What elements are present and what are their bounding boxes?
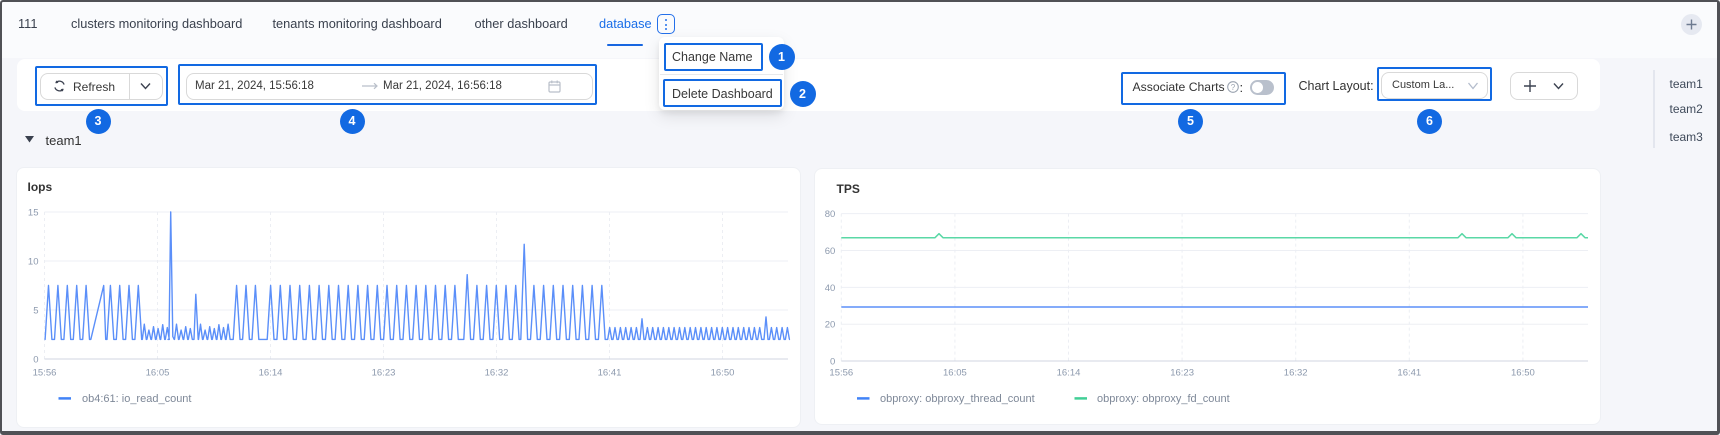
svg-text:0: 0 bbox=[830, 356, 835, 367]
svg-text:?: ? bbox=[1230, 82, 1235, 91]
svg-text:40: 40 bbox=[825, 283, 836, 294]
svg-text:16:50: 16:50 bbox=[711, 368, 735, 379]
svg-text:20: 20 bbox=[825, 320, 836, 331]
svg-text:15:56: 15:56 bbox=[33, 368, 57, 379]
svg-text:5: 5 bbox=[33, 305, 38, 316]
svg-text:80: 80 bbox=[825, 209, 836, 220]
svg-text:16:41: 16:41 bbox=[1397, 368, 1421, 379]
svg-text:obproxy: obproxy_thread_count: obproxy: obproxy_thread_count bbox=[880, 393, 1035, 405]
svg-text:10: 10 bbox=[28, 256, 39, 267]
svg-text:16:23: 16:23 bbox=[372, 368, 396, 379]
svg-text:15: 15 bbox=[28, 207, 39, 218]
svg-text:0: 0 bbox=[33, 354, 38, 365]
svg-text:16:23: 16:23 bbox=[1170, 368, 1194, 379]
svg-text:ob4:61: io_read_count: ob4:61: io_read_count bbox=[82, 393, 191, 405]
svg-text:16:14: 16:14 bbox=[259, 368, 283, 379]
svg-text:16:32: 16:32 bbox=[1284, 368, 1308, 379]
svg-text:16:14: 16:14 bbox=[1057, 368, 1081, 379]
svg-text:16:41: 16:41 bbox=[598, 368, 622, 379]
svg-text:16:32: 16:32 bbox=[485, 368, 509, 379]
svg-text:obproxy: obproxy_fd_count: obproxy: obproxy_fd_count bbox=[1097, 393, 1230, 405]
svg-text:16:05: 16:05 bbox=[146, 368, 170, 379]
svg-text:16:05: 16:05 bbox=[943, 368, 967, 379]
svg-text:60: 60 bbox=[825, 246, 836, 257]
svg-text:16:50: 16:50 bbox=[1511, 368, 1535, 379]
svg-text:15:56: 15:56 bbox=[829, 368, 853, 379]
